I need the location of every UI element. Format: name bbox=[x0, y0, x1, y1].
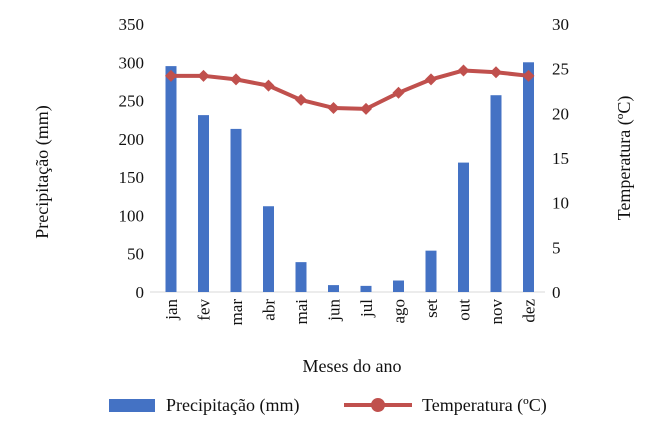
temperature-line-series bbox=[165, 64, 535, 115]
left-tick-label: 350 bbox=[119, 15, 145, 34]
left-tick-label: 150 bbox=[119, 168, 145, 187]
bar-jul bbox=[360, 285, 372, 292]
precipitation-bars bbox=[165, 62, 534, 293]
x-tick-label-jul: jul bbox=[357, 299, 376, 318]
bar-fev bbox=[198, 115, 209, 293]
legend-swatch-precipitation bbox=[109, 399, 155, 412]
left-tick-label: 100 bbox=[119, 206, 145, 225]
x-tick-label-ago: ago bbox=[390, 299, 409, 324]
left-tick-label: 300 bbox=[119, 53, 145, 72]
left-tick-label: 50 bbox=[127, 245, 144, 264]
legend: Precipitação (mm) Temperatura (ºC) bbox=[109, 395, 547, 416]
x-tick-label-dez: dez bbox=[520, 299, 539, 323]
x-tick-label-mai: mai bbox=[292, 299, 311, 325]
temperature-point-mar bbox=[230, 73, 242, 86]
left-axis-title: Precipitação (mm) bbox=[32, 105, 53, 238]
temperature-point-out bbox=[457, 64, 470, 77]
x-tick-label-out: out bbox=[455, 299, 474, 321]
plot-area bbox=[150, 62, 545, 293]
bar-jan bbox=[165, 66, 177, 292]
x-axis-ticks: jan fev mar abr mai jun jul ago set out nov dez bbox=[162, 299, 539, 326]
temperature-point-abr bbox=[262, 79, 275, 92]
bar-ago bbox=[393, 280, 404, 292]
x-tick-label-fev: fev bbox=[195, 299, 214, 321]
x-tick-label-jun: jun bbox=[325, 299, 344, 322]
left-tick-label: 200 bbox=[119, 130, 145, 149]
right-tick-label: 10 bbox=[552, 194, 569, 213]
temperature-line bbox=[171, 68, 529, 111]
x-axis-title: Meses do ano bbox=[303, 356, 402, 376]
right-tick-label: 15 bbox=[552, 149, 569, 168]
bar-dez bbox=[523, 62, 534, 293]
bar-mar bbox=[230, 128, 242, 292]
temperature-point-set bbox=[425, 73, 437, 86]
temperature-point-ago bbox=[392, 86, 405, 99]
left-y-axis-ticks: 0 50 100 150 200 250 300 350 bbox=[119, 15, 145, 302]
right-axis-title: Temperatura (ºC) bbox=[614, 96, 635, 221]
temperature-point-fev bbox=[197, 69, 210, 82]
legend-label-precipitation: Precipitação (mm) bbox=[166, 395, 299, 416]
bar-out bbox=[458, 162, 469, 292]
bar-jun bbox=[328, 285, 339, 292]
right-tick-label: 5 bbox=[552, 238, 561, 257]
temperature-point-jun bbox=[327, 101, 340, 114]
temperature-point-jul bbox=[360, 102, 372, 115]
temperature-point-nov bbox=[490, 66, 502, 79]
bar-set bbox=[425, 250, 437, 292]
x-tick-label-mar: mar bbox=[227, 299, 246, 326]
x-tick-label-nov: nov bbox=[487, 299, 506, 325]
right-y-axis-ticks: 0 5 10 15 20 25 30 bbox=[552, 15, 569, 302]
right-tick-label: 25 bbox=[552, 60, 569, 79]
legend-swatch-temperature-marker bbox=[371, 398, 385, 412]
left-tick-label: 250 bbox=[119, 92, 145, 111]
bar-mai bbox=[295, 262, 307, 292]
right-tick-label: 30 bbox=[552, 15, 569, 34]
legend-label-temperature: Temperatura (ºC) bbox=[422, 395, 547, 416]
temperature-point-mai bbox=[295, 93, 307, 106]
temperature-point-jan bbox=[165, 69, 177, 82]
left-tick-label: 0 bbox=[136, 283, 145, 302]
right-tick-label: 20 bbox=[552, 104, 569, 123]
temperature-point-dez bbox=[522, 69, 535, 82]
x-tick-label-abr: abr bbox=[260, 299, 279, 321]
bar-abr bbox=[263, 206, 274, 292]
x-tick-label-jan: jan bbox=[162, 299, 181, 321]
x-tick-label-set: set bbox=[422, 299, 441, 318]
bar-nov bbox=[490, 95, 502, 292]
right-tick-label: 0 bbox=[552, 283, 561, 302]
